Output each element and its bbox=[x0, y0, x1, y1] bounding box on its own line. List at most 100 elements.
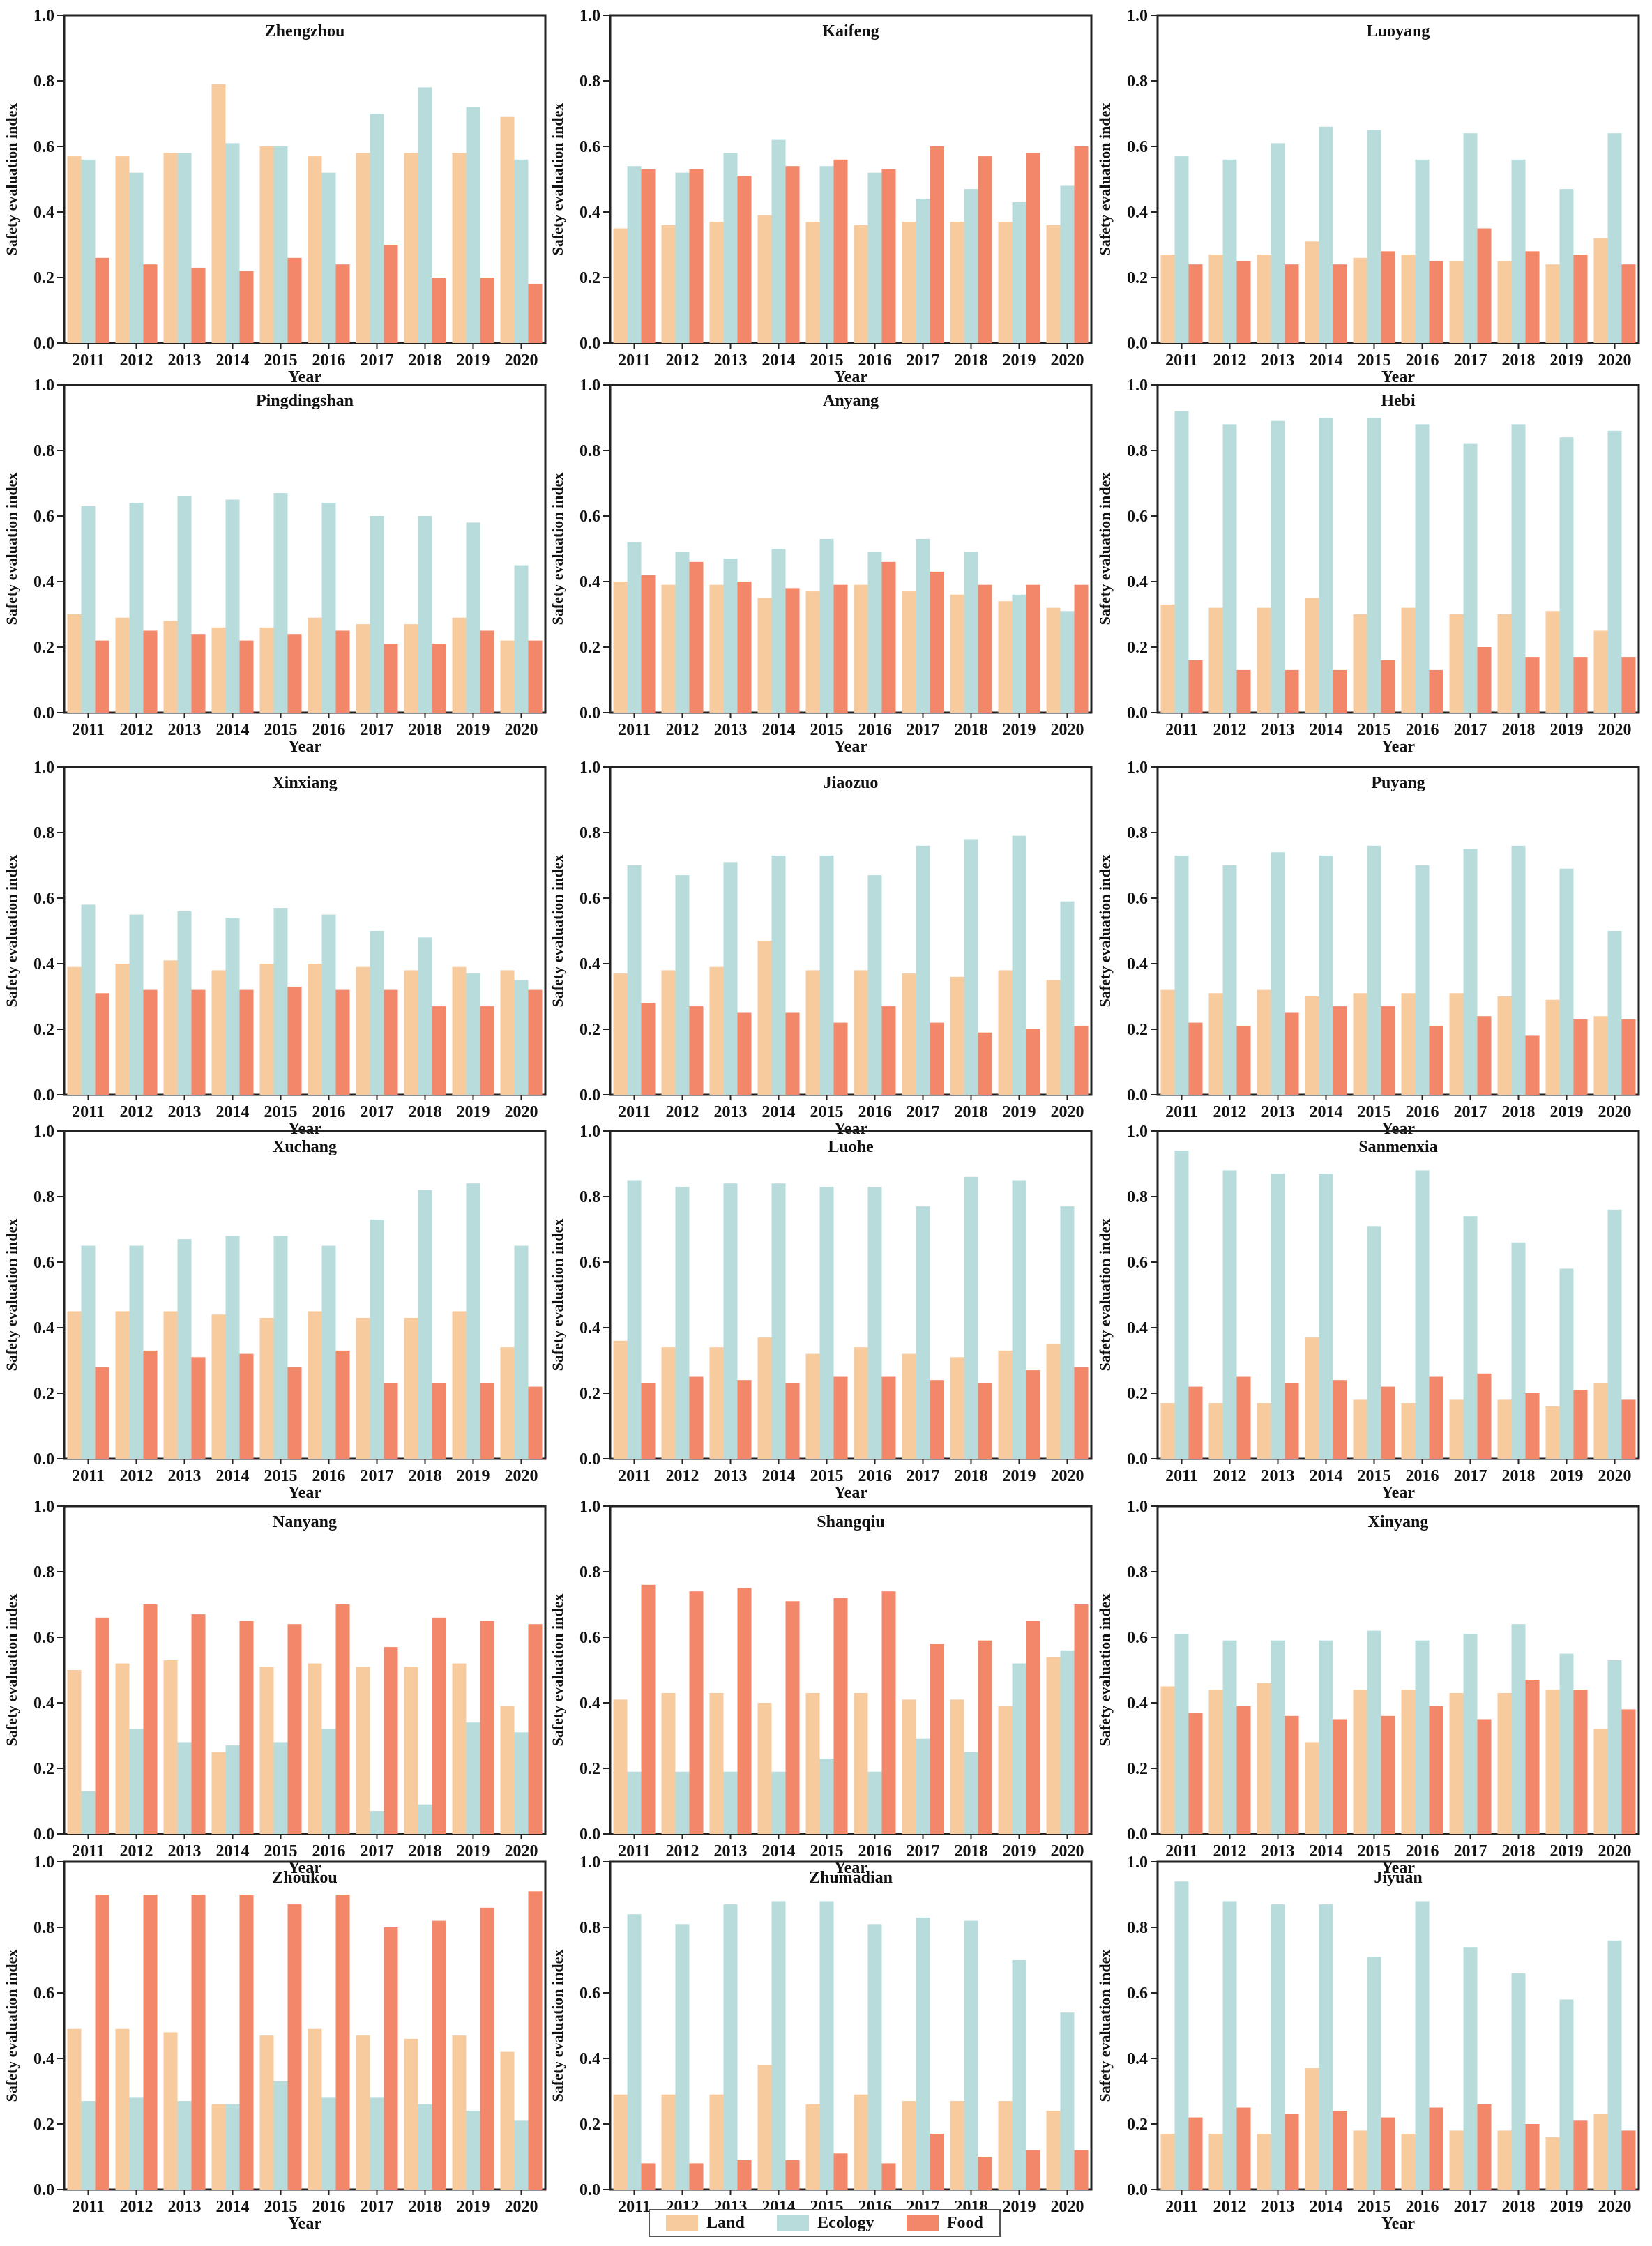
bar-food-2015 bbox=[287, 257, 302, 343]
bar-land-2014 bbox=[757, 598, 772, 713]
bar-land-2014 bbox=[1305, 2068, 1319, 2190]
bar-food-2015 bbox=[833, 584, 848, 713]
y-tick-label: 1.0 bbox=[1127, 1853, 1148, 1872]
bar-food-2012 bbox=[143, 630, 158, 713]
bar-land-2012 bbox=[115, 964, 130, 1095]
y-tick-label: 1.0 bbox=[1127, 1498, 1148, 1516]
bar-food-2018 bbox=[432, 644, 446, 713]
bar-ecology-2017 bbox=[1463, 443, 1478, 713]
panel-luoyang: 0.0 0.2 0.4 0.6 0.8 1.0 Luoyang Safety evaluati… bbox=[1096, 7, 1640, 386]
y-tick-label: 0.2 bbox=[579, 1021, 600, 1039]
bar-land-2014 bbox=[1305, 1337, 1319, 1459]
y-axis-label: Safety evaluation index bbox=[549, 1219, 566, 1372]
bar-ecology-2019 bbox=[466, 1722, 480, 1834]
x-tick-label: 2016 bbox=[858, 721, 892, 739]
bar-ecology-2015 bbox=[1367, 418, 1381, 713]
bar-ecology-2011 bbox=[627, 1914, 642, 2190]
bar-land-2017 bbox=[902, 1353, 916, 1459]
bar-land-2016 bbox=[308, 617, 322, 713]
bar-ecology-2011 bbox=[627, 865, 642, 1095]
x-tick-label: 2018 bbox=[1502, 1842, 1536, 1860]
x-tick-label: 2016 bbox=[312, 351, 346, 370]
y-tick-label: 0.6 bbox=[579, 1629, 600, 1647]
plot-frame bbox=[1156, 384, 1640, 714]
bar-ecology-2014 bbox=[225, 1745, 240, 1834]
x-tick-label: 2017 bbox=[1454, 1842, 1487, 1860]
bar-food-2013 bbox=[191, 1895, 206, 2190]
bar-ecology-2016 bbox=[321, 914, 336, 1095]
bar-land-2014 bbox=[211, 1314, 226, 1459]
bar-ecology-2017 bbox=[916, 1206, 930, 1459]
bar-land-2016 bbox=[1401, 1403, 1416, 1459]
bar-food-2012 bbox=[689, 1376, 704, 1459]
bar-food-2019 bbox=[1026, 1621, 1040, 1834]
bar-food-2014 bbox=[785, 2160, 800, 2190]
y-axis-label: Safety evaluation index bbox=[549, 103, 566, 256]
x-tick-label: 2016 bbox=[312, 1842, 346, 1860]
bar-food-2011 bbox=[641, 169, 656, 343]
x-tick-label: 2013 bbox=[1261, 2198, 1295, 2216]
y-tick-label: 0.8 bbox=[33, 1188, 54, 1206]
bar-land-2018 bbox=[950, 976, 964, 1095]
x-axis-label: Year bbox=[1381, 1484, 1415, 1502]
x-axis-label: Year bbox=[288, 738, 321, 756]
x-axis-label: Year bbox=[834, 1484, 867, 1502]
bar-food-2013 bbox=[737, 1588, 752, 1834]
bar-ecology-2012 bbox=[1222, 865, 1237, 1095]
bar-food-2016 bbox=[1429, 1706, 1443, 1834]
bar-food-2020 bbox=[528, 1386, 543, 1459]
x-tick-label: 2014 bbox=[216, 1103, 250, 1121]
panel-zhumadian: 0.0 0.2 0.4 0.6 0.8 1.0 Zhumadian Safety evalua… bbox=[549, 1853, 1093, 2233]
x-tick-label: 2016 bbox=[1406, 1103, 1439, 1121]
y-tick-label: 0.0 bbox=[33, 1450, 54, 1469]
bar-ecology-2017 bbox=[916, 845, 930, 1095]
bar-land-2018 bbox=[404, 1317, 418, 1459]
y-tick-label: 1.0 bbox=[33, 377, 54, 395]
bar-food-2015 bbox=[287, 634, 302, 713]
bar-land-2012 bbox=[661, 1347, 676, 1459]
bar-ecology-2015 bbox=[819, 1901, 834, 2190]
bar-ecology-2016 bbox=[321, 2097, 336, 2190]
bar-ecology-2020 bbox=[514, 980, 529, 1095]
bar-food-2019 bbox=[1573, 1019, 1588, 1095]
x-tick-label: 2011 bbox=[1165, 351, 1198, 370]
y-axis-label: Safety evaluation index bbox=[1096, 1594, 1114, 1747]
legend-item-ecology: Ecology bbox=[777, 2214, 874, 2233]
legend-label-land: Land bbox=[706, 2213, 745, 2232]
bar-ecology-2017 bbox=[370, 114, 384, 343]
panel-xinxiang: 0.0 0.2 0.4 0.6 0.8 1.0 Xinxiang Safety evaluat… bbox=[3, 759, 547, 1138]
panel-title: Zhumadian bbox=[809, 1869, 893, 1887]
y-tick-label: 0.4 bbox=[1127, 204, 1148, 222]
y-tick-label: 0.8 bbox=[33, 442, 54, 460]
x-tick-label: 2013 bbox=[1261, 351, 1295, 370]
bar-food-2019 bbox=[1573, 1690, 1588, 1834]
x-tick-label: 2016 bbox=[858, 1842, 892, 1860]
x-tick-label: 2019 bbox=[1003, 1103, 1036, 1121]
bar-land-2014 bbox=[211, 970, 226, 1095]
bar-food-2011 bbox=[95, 1617, 109, 1834]
y-tick-label: 0.0 bbox=[1127, 1450, 1148, 1469]
x-tick-label: 2012 bbox=[1213, 1842, 1247, 1860]
y-tick-label: 0.0 bbox=[33, 2181, 54, 2199]
bar-ecology-2015 bbox=[819, 1758, 834, 1834]
bar-food-2016 bbox=[335, 630, 350, 713]
bar-food-2014 bbox=[1333, 1380, 1347, 1459]
x-tick-label: 2013 bbox=[1261, 1467, 1295, 1485]
bar-ecology-2019 bbox=[1012, 1960, 1026, 2190]
x-tick-label: 2015 bbox=[264, 2198, 298, 2216]
y-tick-label: 0.2 bbox=[579, 1760, 600, 1778]
bar-ecology-2015 bbox=[273, 2081, 288, 2190]
bar-land-2013 bbox=[709, 1347, 724, 1459]
plot-frame bbox=[609, 14, 1093, 344]
bar-land-2012 bbox=[1208, 993, 1223, 1095]
bar-land-2014 bbox=[211, 84, 226, 343]
x-tick-label: 2012 bbox=[120, 1103, 153, 1121]
bar-land-2019 bbox=[998, 601, 1013, 713]
x-tick-label: 2017 bbox=[1454, 351, 1487, 370]
bar-land-2019 bbox=[1545, 2137, 1560, 2190]
bar-food-2018 bbox=[432, 1617, 446, 1834]
bar-food-2018 bbox=[432, 278, 446, 343]
x-tick-label: 2016 bbox=[1406, 721, 1439, 739]
bar-land-2011 bbox=[67, 156, 82, 343]
